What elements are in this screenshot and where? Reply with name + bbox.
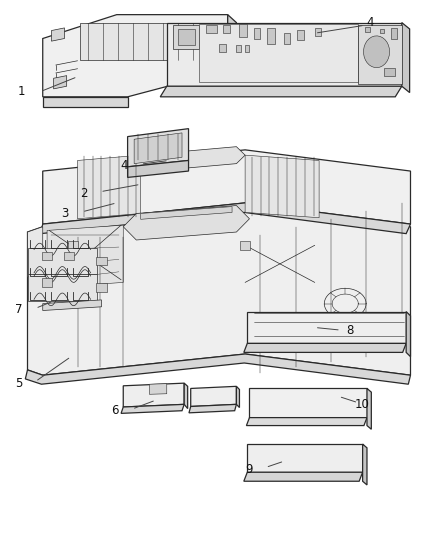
Polygon shape xyxy=(43,300,102,311)
Polygon shape xyxy=(199,23,358,82)
Bar xyxy=(240,241,251,249)
Bar xyxy=(42,252,52,260)
Bar xyxy=(385,68,395,76)
Polygon shape xyxy=(123,206,250,240)
Polygon shape xyxy=(47,225,123,288)
Bar xyxy=(96,257,107,265)
Polygon shape xyxy=(28,206,410,375)
Polygon shape xyxy=(149,384,167,394)
Polygon shape xyxy=(127,160,188,177)
Polygon shape xyxy=(191,386,237,407)
Polygon shape xyxy=(127,128,188,167)
Polygon shape xyxy=(184,383,187,409)
Polygon shape xyxy=(247,312,406,343)
Polygon shape xyxy=(250,389,367,418)
Text: 9: 9 xyxy=(245,463,253,475)
Text: 8: 8 xyxy=(346,324,354,337)
Bar xyxy=(284,33,290,44)
Text: 4: 4 xyxy=(120,159,127,172)
Polygon shape xyxy=(43,14,228,97)
Polygon shape xyxy=(141,207,232,219)
Polygon shape xyxy=(28,274,97,301)
Polygon shape xyxy=(173,25,199,49)
Bar xyxy=(206,25,217,33)
Polygon shape xyxy=(28,248,97,274)
Polygon shape xyxy=(160,86,402,97)
Bar xyxy=(254,28,260,38)
Polygon shape xyxy=(123,383,184,407)
Polygon shape xyxy=(132,147,245,172)
Polygon shape xyxy=(402,22,410,93)
Polygon shape xyxy=(245,155,319,217)
Bar xyxy=(83,273,94,281)
Polygon shape xyxy=(244,472,363,481)
Polygon shape xyxy=(364,36,390,68)
Polygon shape xyxy=(367,389,371,429)
Bar xyxy=(42,278,52,287)
Polygon shape xyxy=(178,29,195,45)
Polygon shape xyxy=(244,343,406,352)
Polygon shape xyxy=(363,444,367,485)
Polygon shape xyxy=(247,444,363,472)
Bar xyxy=(391,28,397,38)
Polygon shape xyxy=(406,312,410,357)
Polygon shape xyxy=(78,155,141,219)
Polygon shape xyxy=(80,22,201,60)
Polygon shape xyxy=(237,386,240,408)
Polygon shape xyxy=(134,133,182,164)
Polygon shape xyxy=(121,405,184,414)
Bar xyxy=(267,28,275,44)
Polygon shape xyxy=(189,405,237,413)
Text: 10: 10 xyxy=(354,398,369,411)
Bar xyxy=(245,45,250,52)
Bar xyxy=(380,29,384,33)
Bar xyxy=(64,252,74,260)
Polygon shape xyxy=(247,418,367,425)
Bar xyxy=(365,27,370,31)
Polygon shape xyxy=(51,28,64,41)
Polygon shape xyxy=(25,354,410,384)
Bar xyxy=(315,28,321,36)
Text: 6: 6 xyxy=(111,404,119,417)
Bar xyxy=(68,241,78,249)
Bar xyxy=(237,45,241,52)
Text: 3: 3 xyxy=(61,207,69,220)
Polygon shape xyxy=(53,76,67,89)
Bar xyxy=(297,30,304,39)
Bar xyxy=(239,24,247,37)
Polygon shape xyxy=(28,227,43,277)
Text: 2: 2 xyxy=(80,187,87,200)
Text: 5: 5 xyxy=(15,377,22,390)
Polygon shape xyxy=(43,150,410,224)
Polygon shape xyxy=(41,203,410,233)
Polygon shape xyxy=(167,22,402,86)
Text: 1: 1 xyxy=(18,85,25,98)
Text: 4: 4 xyxy=(366,16,374,29)
Polygon shape xyxy=(228,14,237,78)
Bar xyxy=(96,284,107,292)
Polygon shape xyxy=(43,97,127,108)
Polygon shape xyxy=(358,25,402,84)
Bar xyxy=(223,25,230,33)
Bar xyxy=(219,44,226,52)
Text: 7: 7 xyxy=(15,303,22,317)
